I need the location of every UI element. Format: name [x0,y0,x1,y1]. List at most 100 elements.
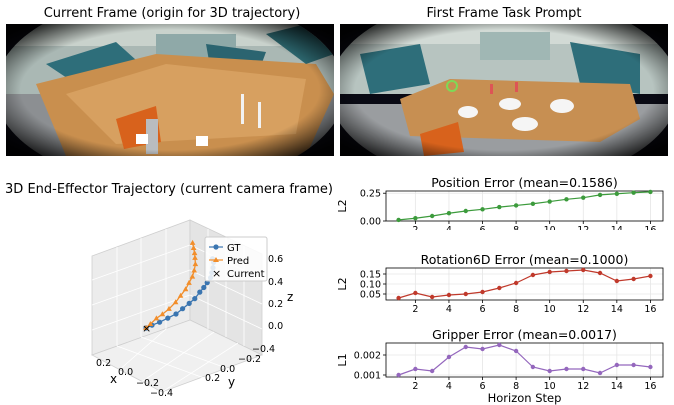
y-tick-label: 0.001 [354,370,381,381]
data-point [581,195,586,200]
data-point [547,199,552,204]
trajectory-3d-chart: 0.20.0−0.2−0.4 0.20.0−0.2−0.4 0.60.40.20… [91,219,293,399]
pred-point [190,245,197,250]
y-tick-label: 0.15 [360,269,381,280]
x-tick-label: 2 [412,225,418,230]
y-tick-label: 0.002 [354,350,381,361]
gripper-error-chart: Gripper Error (mean=0.0017) 2 4 6 8 10 12 14 16 0… [338,327,664,405]
data-point [413,290,418,296]
data-point [631,276,636,282]
y-tick-label: −0.2 [238,354,261,365]
pred-point [189,239,196,245]
x-tick-label: 12 [577,304,589,312]
data-point [597,270,603,276]
y-axis-label: L2 [338,199,349,212]
error-line [398,191,651,221]
x-tick-label: 4 [446,304,452,312]
data-point [463,291,468,297]
z-tick-label: 0.4 [268,277,283,288]
data-point [480,346,485,352]
gt-point [197,289,203,295]
pred-point [166,305,172,311]
pred-point [186,279,192,285]
x-tick-label: 4 [446,225,452,230]
data-point [564,366,569,372]
legend-pred-label: Pred [227,256,249,267]
x-axis-label: x [110,372,117,386]
pred-point [192,261,199,267]
z-tick-label: 0.2 [268,299,283,310]
trajectory-legend: GT Pred × Current [204,236,268,282]
y-tick-label: 0.10 [360,279,381,290]
data-point [413,366,418,372]
data-point [597,192,603,198]
data-point [446,354,452,360]
data-point [429,213,435,219]
data-point [581,366,586,372]
pred-point [189,273,196,279]
data-point [614,191,620,196]
x-axis-label: Horizon Step [488,391,562,405]
chart-title: Position Error (mean=0.1586) [431,175,618,190]
data-point [396,217,401,223]
chart-title: Gripper Error (mean=0.0017) [432,327,617,342]
prompt-frame-image [340,24,668,156]
data-point [530,201,536,206]
y-tick-label: 0.05 [360,289,381,300]
pred-point [177,292,184,298]
data-point [513,280,519,286]
x-tick-label: 8 [513,304,519,312]
data-point [513,348,519,354]
x-tick-label: 0.2 [96,358,111,369]
legend-gt-label: GT [227,243,241,254]
x-tick-label: 6 [480,304,486,312]
data-point [597,370,603,376]
y-axis-label: L1 [338,353,349,366]
data-point [547,368,552,374]
y-tick-label: 0.0 [220,364,235,375]
x-tick-label: 10 [544,304,556,312]
data-point [614,278,620,284]
x-tick-label: 10 [544,225,556,230]
x-tick-label: 2 [412,381,418,392]
data-point [648,189,653,195]
data-point [497,285,502,291]
gt-point [173,311,179,317]
y-axis-label: y [228,375,235,389]
x-tick-label: −0.4 [150,388,173,399]
x-tick-label: 14 [611,381,623,392]
data-point [648,273,653,279]
pred-point [182,286,189,292]
pred-point [172,299,179,305]
gt-point [186,300,192,306]
data-point [480,207,485,212]
x-tick-label: 16 [644,304,656,312]
rotation-error-chart: Rotation6D Error (mean=0.1000) 2 4 6 8 10 12 14… [338,252,664,312]
data-point [497,342,502,348]
legend-gt-marker [213,244,219,250]
gt-point [165,315,171,321]
y-axis-label: L2 [338,277,349,290]
z-axis-label: z [287,290,293,304]
data-point [396,372,401,378]
gt-point [201,284,207,291]
floor-pane [91,319,264,393]
x-tick-label: 16 [644,381,656,392]
data-point [581,267,586,273]
y-tick-label: 0.00 [360,216,381,227]
z-tick-label: 0.6 [268,254,283,265]
error-line [398,344,651,376]
position-error-chart: Position Error (mean=0.1586) 2 4 6 8 10 12 14 16… [338,175,664,230]
data-point [497,204,502,210]
x-tick-label: 0.0 [118,367,133,378]
chart-title: Rotation6D Error (mean=0.1000) [421,252,629,267]
gt-point [157,319,163,325]
data-point [631,362,636,368]
x-tick-label: 12 [577,381,589,392]
pred-point [143,325,149,330]
legend-pred-marker [213,257,219,262]
y-tick-label: 0.2 [205,373,220,384]
x-tick-label: 8 [513,381,519,392]
data-point [429,368,435,374]
x-tick-label: 14 [611,304,623,312]
